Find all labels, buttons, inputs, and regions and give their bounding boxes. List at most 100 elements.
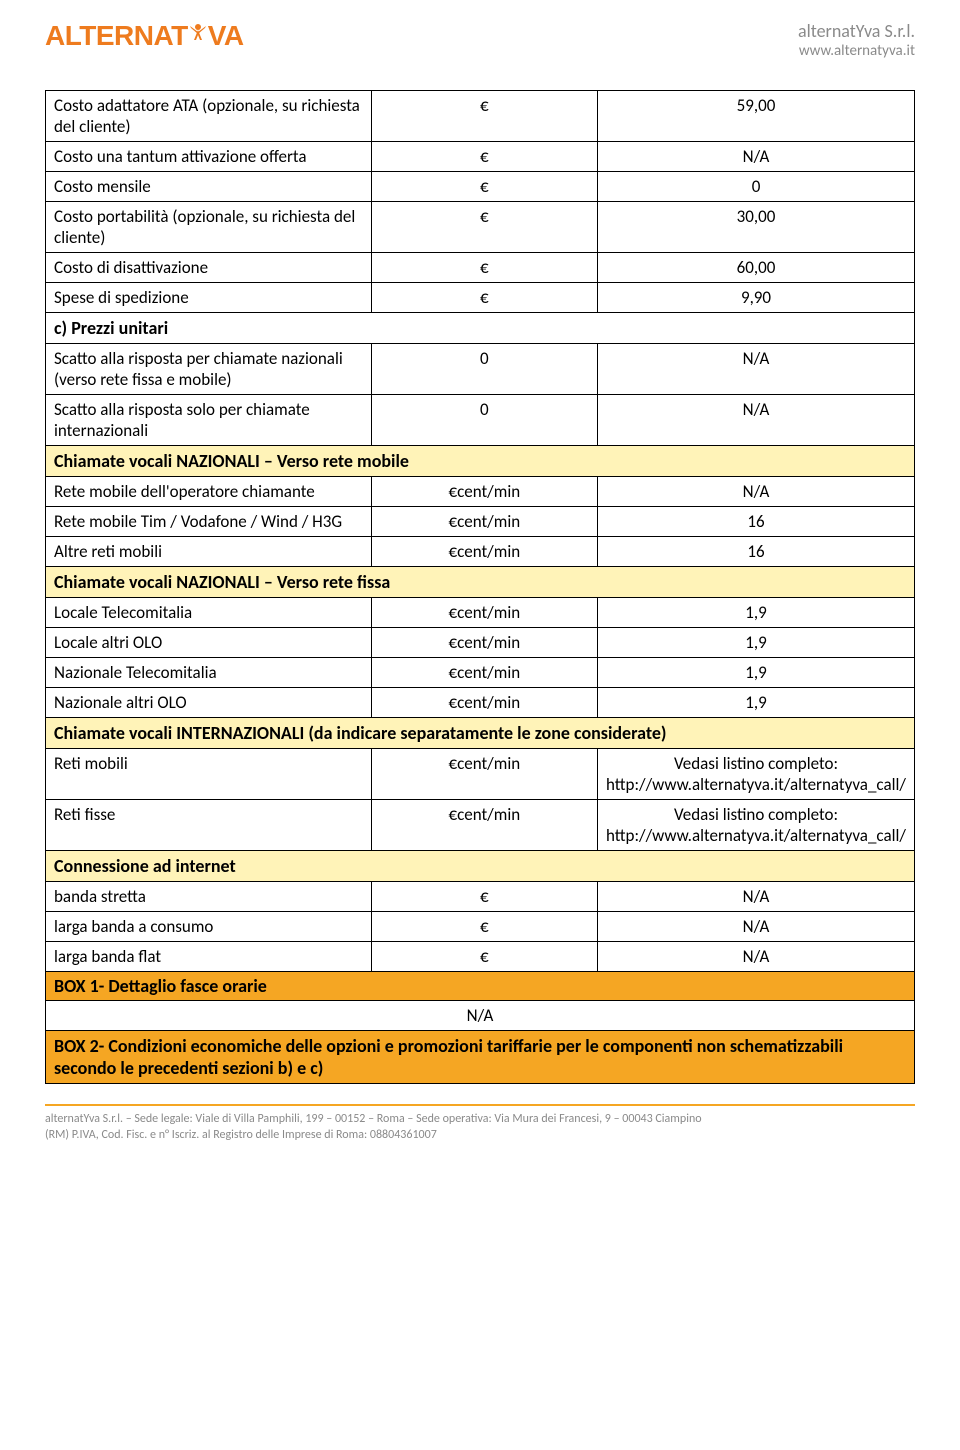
box1-title: BOX 1- Dettaglio fasce orarie [46,972,915,1001]
company-url: www.alternatyva.it [798,42,915,60]
cell-label: Rete mobile dell'operatore chiamante [46,477,372,507]
cell-unit: € [371,942,597,972]
cell-unit: €cent/min [371,628,597,658]
cell-value: N/A [598,912,915,942]
box1-value-row: N/A [46,1001,915,1031]
cell-label: Costo portabilità (opzionale, su richies… [46,202,372,253]
conn-row-2: larga banda flat€N/A [46,942,915,972]
logo-text-post: VA [208,20,244,52]
cell-unit: € [371,202,597,253]
box2-title: BOX 2- Condizioni economiche delle opzio… [46,1031,915,1084]
cell-value: N/A [598,344,915,395]
cell-unit: € [371,253,597,283]
cell-value: 16 [598,507,915,537]
cell-unit: € [371,912,597,942]
pricing-table: Costo adattatore ATA (opzionale, su rich… [45,90,915,1084]
cost-row-0: Costo adattatore ATA (opzionale, su rich… [46,91,915,142]
section-title: Chiamate vocali NAZIONALI – Verso rete f… [46,567,915,598]
conn-row-0: banda stretta€N/A [46,882,915,912]
cell-label: banda stretta [46,882,372,912]
cell-value: 1,9 [598,598,915,628]
naz-fissa-row-0: Locale Telecomitalia€cent/min1,9 [46,598,915,628]
cost-row-1: Costo una tantum attivazione offerta€N/A [46,142,915,172]
cell-value: 60,00 [598,253,915,283]
cell-value: 9,90 [598,283,915,313]
cell-label: Reti fisse [46,800,372,851]
int-row-1: Reti fisse€cent/minVedasi listino comple… [46,800,915,851]
section-naz-mobile: Chiamate vocali NAZIONALI – Verso rete m… [46,446,915,477]
cell-value: 1,9 [598,658,915,688]
cell-value: 1,9 [598,688,915,718]
naz-fissa-row-2: Nazionale Telecomitalia€cent/min1,9 [46,658,915,688]
logo-text-pre: ALTERNAT [45,20,188,52]
cell-unit: €cent/min [371,688,597,718]
company-info: alternatYva S.r.l. www.alternatyva.it [798,20,915,60]
scatto-row-0: Scatto alla risposta per chiamate nazion… [46,344,915,395]
cell-value: Vedasi listino completo: http://www.alte… [598,749,915,800]
cell-value: N/A [598,477,915,507]
cell-label: Nazionale Telecomitalia [46,658,372,688]
cell-unit: €cent/min [371,537,597,567]
naz-mobile-row-0: Rete mobile dell'operatore chiamante€cen… [46,477,915,507]
section-title: BOX 2- Condizioni economiche delle opzio… [46,1031,915,1084]
cost-row-5: Spese di spedizione€9,90 [46,283,915,313]
cell-value: N/A [598,882,915,912]
box1-value: N/A [46,1001,915,1031]
footer-line-2: (RM) P.IVA, Cod. Fisc. e n° Iscriz. al R… [45,1128,915,1144]
cell-label: Nazionale altri OLO [46,688,372,718]
section-title: Chiamate vocali INTERNAZIONALI (da indic… [46,718,915,749]
cell-unit: €cent/min [371,477,597,507]
section-connessione: Connessione ad internet [46,851,915,882]
cell-label: Locale Telecomitalia [46,598,372,628]
logo-figure-icon [186,22,210,50]
cell-unit: 0 [371,344,597,395]
cell-label: Costo adattatore ATA (opzionale, su rich… [46,91,372,142]
cell-unit: €cent/min [371,658,597,688]
section-prezzi-unitari: c) Prezzi unitari [46,313,915,344]
cell-value: N/A [598,142,915,172]
cell-unit: €cent/min [371,749,597,800]
cell-label: Costo mensile [46,172,372,202]
section-title: BOX 1- Dettaglio fasce orarie [46,972,915,1001]
cell-value: N/A [598,942,915,972]
cell-label: Locale altri OLO [46,628,372,658]
cell-unit: € [371,882,597,912]
naz-fissa-row-3: Nazionale altri OLO€cent/min1,9 [46,688,915,718]
section-title: Chiamate vocali NAZIONALI – Verso rete m… [46,446,915,477]
naz-mobile-row-2: Altre reti mobili€cent/min16 [46,537,915,567]
cell-unit: 0 [371,395,597,446]
page-header: ALTERNAT VA alternatYva S.r.l. www.alter… [45,20,915,60]
cell-unit: € [371,142,597,172]
naz-fissa-row-1: Locale altri OLO€cent/min1,9 [46,628,915,658]
section-title: Connessione ad internet [46,851,915,882]
footer-text: alternatYva S.r.l. – Sede legale: Viale … [45,1112,915,1143]
cell-label: Scatto alla risposta solo per chiamate i… [46,395,372,446]
cell-value: N/A [598,395,915,446]
cell-value: 0 [598,172,915,202]
cell-label: Altre reti mobili [46,537,372,567]
cell-label: Scatto alla risposta per chiamate nazion… [46,344,372,395]
cost-row-2: Costo mensile€0 [46,172,915,202]
company-name: alternatYva S.r.l. [798,20,915,42]
cell-value: 59,00 [598,91,915,142]
section-title: c) Prezzi unitari [46,313,915,344]
cell-label: larga banda flat [46,942,372,972]
cell-label: Costo di disattivazione [46,253,372,283]
cell-value: 30,00 [598,202,915,253]
cell-unit: €cent/min [371,800,597,851]
cell-label: Rete mobile Tim / Vodafone / Wind / H3G [46,507,372,537]
cost-row-3: Costo portabilità (opzionale, su richies… [46,202,915,253]
cell-label: Reti mobili [46,749,372,800]
cell-unit: €cent/min [371,598,597,628]
cell-value: 16 [598,537,915,567]
section-naz-fissa: Chiamate vocali NAZIONALI – Verso rete f… [46,567,915,598]
footer-line-1: alternatYva S.r.l. – Sede legale: Viale … [45,1112,915,1128]
conn-row-1: larga banda a consumo€N/A [46,912,915,942]
int-row-0: Reti mobili€cent/minVedasi listino compl… [46,749,915,800]
cell-unit: €cent/min [371,507,597,537]
cost-row-4: Costo di disattivazione€60,00 [46,253,915,283]
cell-unit: € [371,283,597,313]
cell-label: larga banda a consumo [46,912,372,942]
cell-label: Spese di spedizione [46,283,372,313]
naz-mobile-row-1: Rete mobile Tim / Vodafone / Wind / H3G€… [46,507,915,537]
